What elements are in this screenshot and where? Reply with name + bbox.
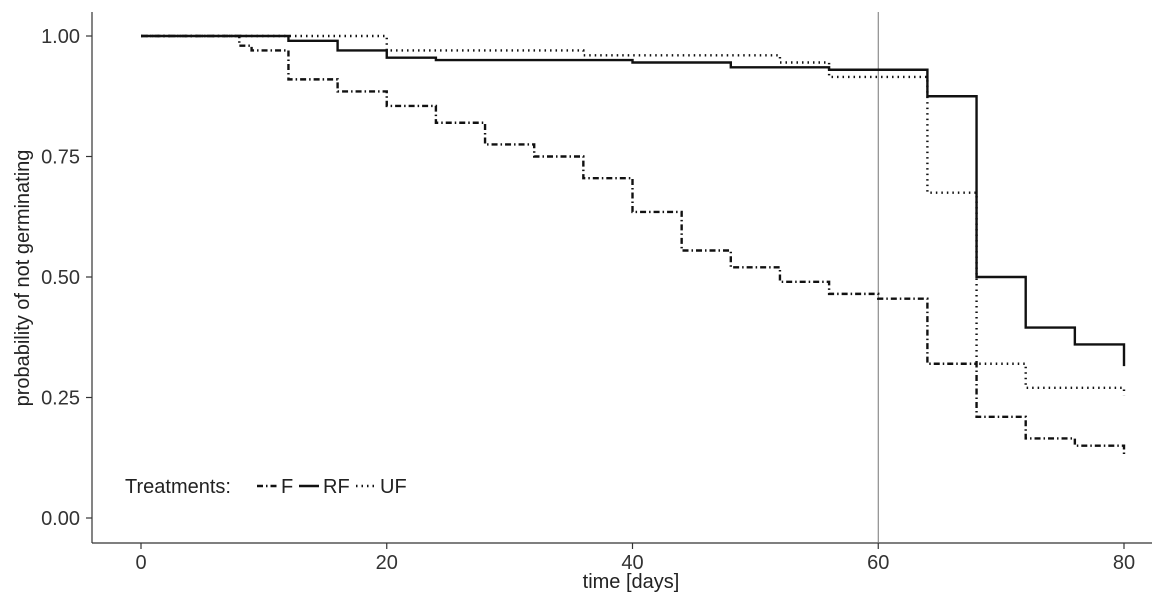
- series-layer: [141, 34, 1126, 456]
- y-tick-label: 1.00: [41, 26, 80, 48]
- legend-label-RF: RF: [323, 476, 350, 498]
- y-ticks: 0.00 0.25 0.50 0.75 1.00: [41, 26, 92, 530]
- series-line-F: [141, 34, 1126, 456]
- y-tick-label: 0.75: [41, 147, 80, 169]
- x-axis-title: time [days]: [583, 571, 680, 593]
- legend-title: Treatments:: [125, 476, 231, 498]
- series-line-RF: [141, 34, 1126, 367]
- x-tick-label: 60: [867, 552, 889, 574]
- x-tick-label: 40: [621, 552, 643, 574]
- legend-label-UF: UF: [380, 476, 407, 498]
- y-axis-title: probability of not germinating: [12, 150, 34, 407]
- x-tick-label: 0: [135, 552, 146, 574]
- x-ticks: 0 20 40 60 80: [135, 543, 1135, 574]
- y-tick-label: 0.25: [41, 388, 80, 410]
- y-tick-label: 0.50: [41, 267, 80, 289]
- y-tick-label: 0.00: [41, 508, 80, 530]
- legend: Treatments: F RF UF: [125, 476, 407, 498]
- x-tick-label: 80: [1113, 552, 1135, 574]
- series-line-UF: [141, 34, 1126, 396]
- legend-label-F: F: [281, 476, 293, 498]
- x-tick-label: 20: [376, 552, 398, 574]
